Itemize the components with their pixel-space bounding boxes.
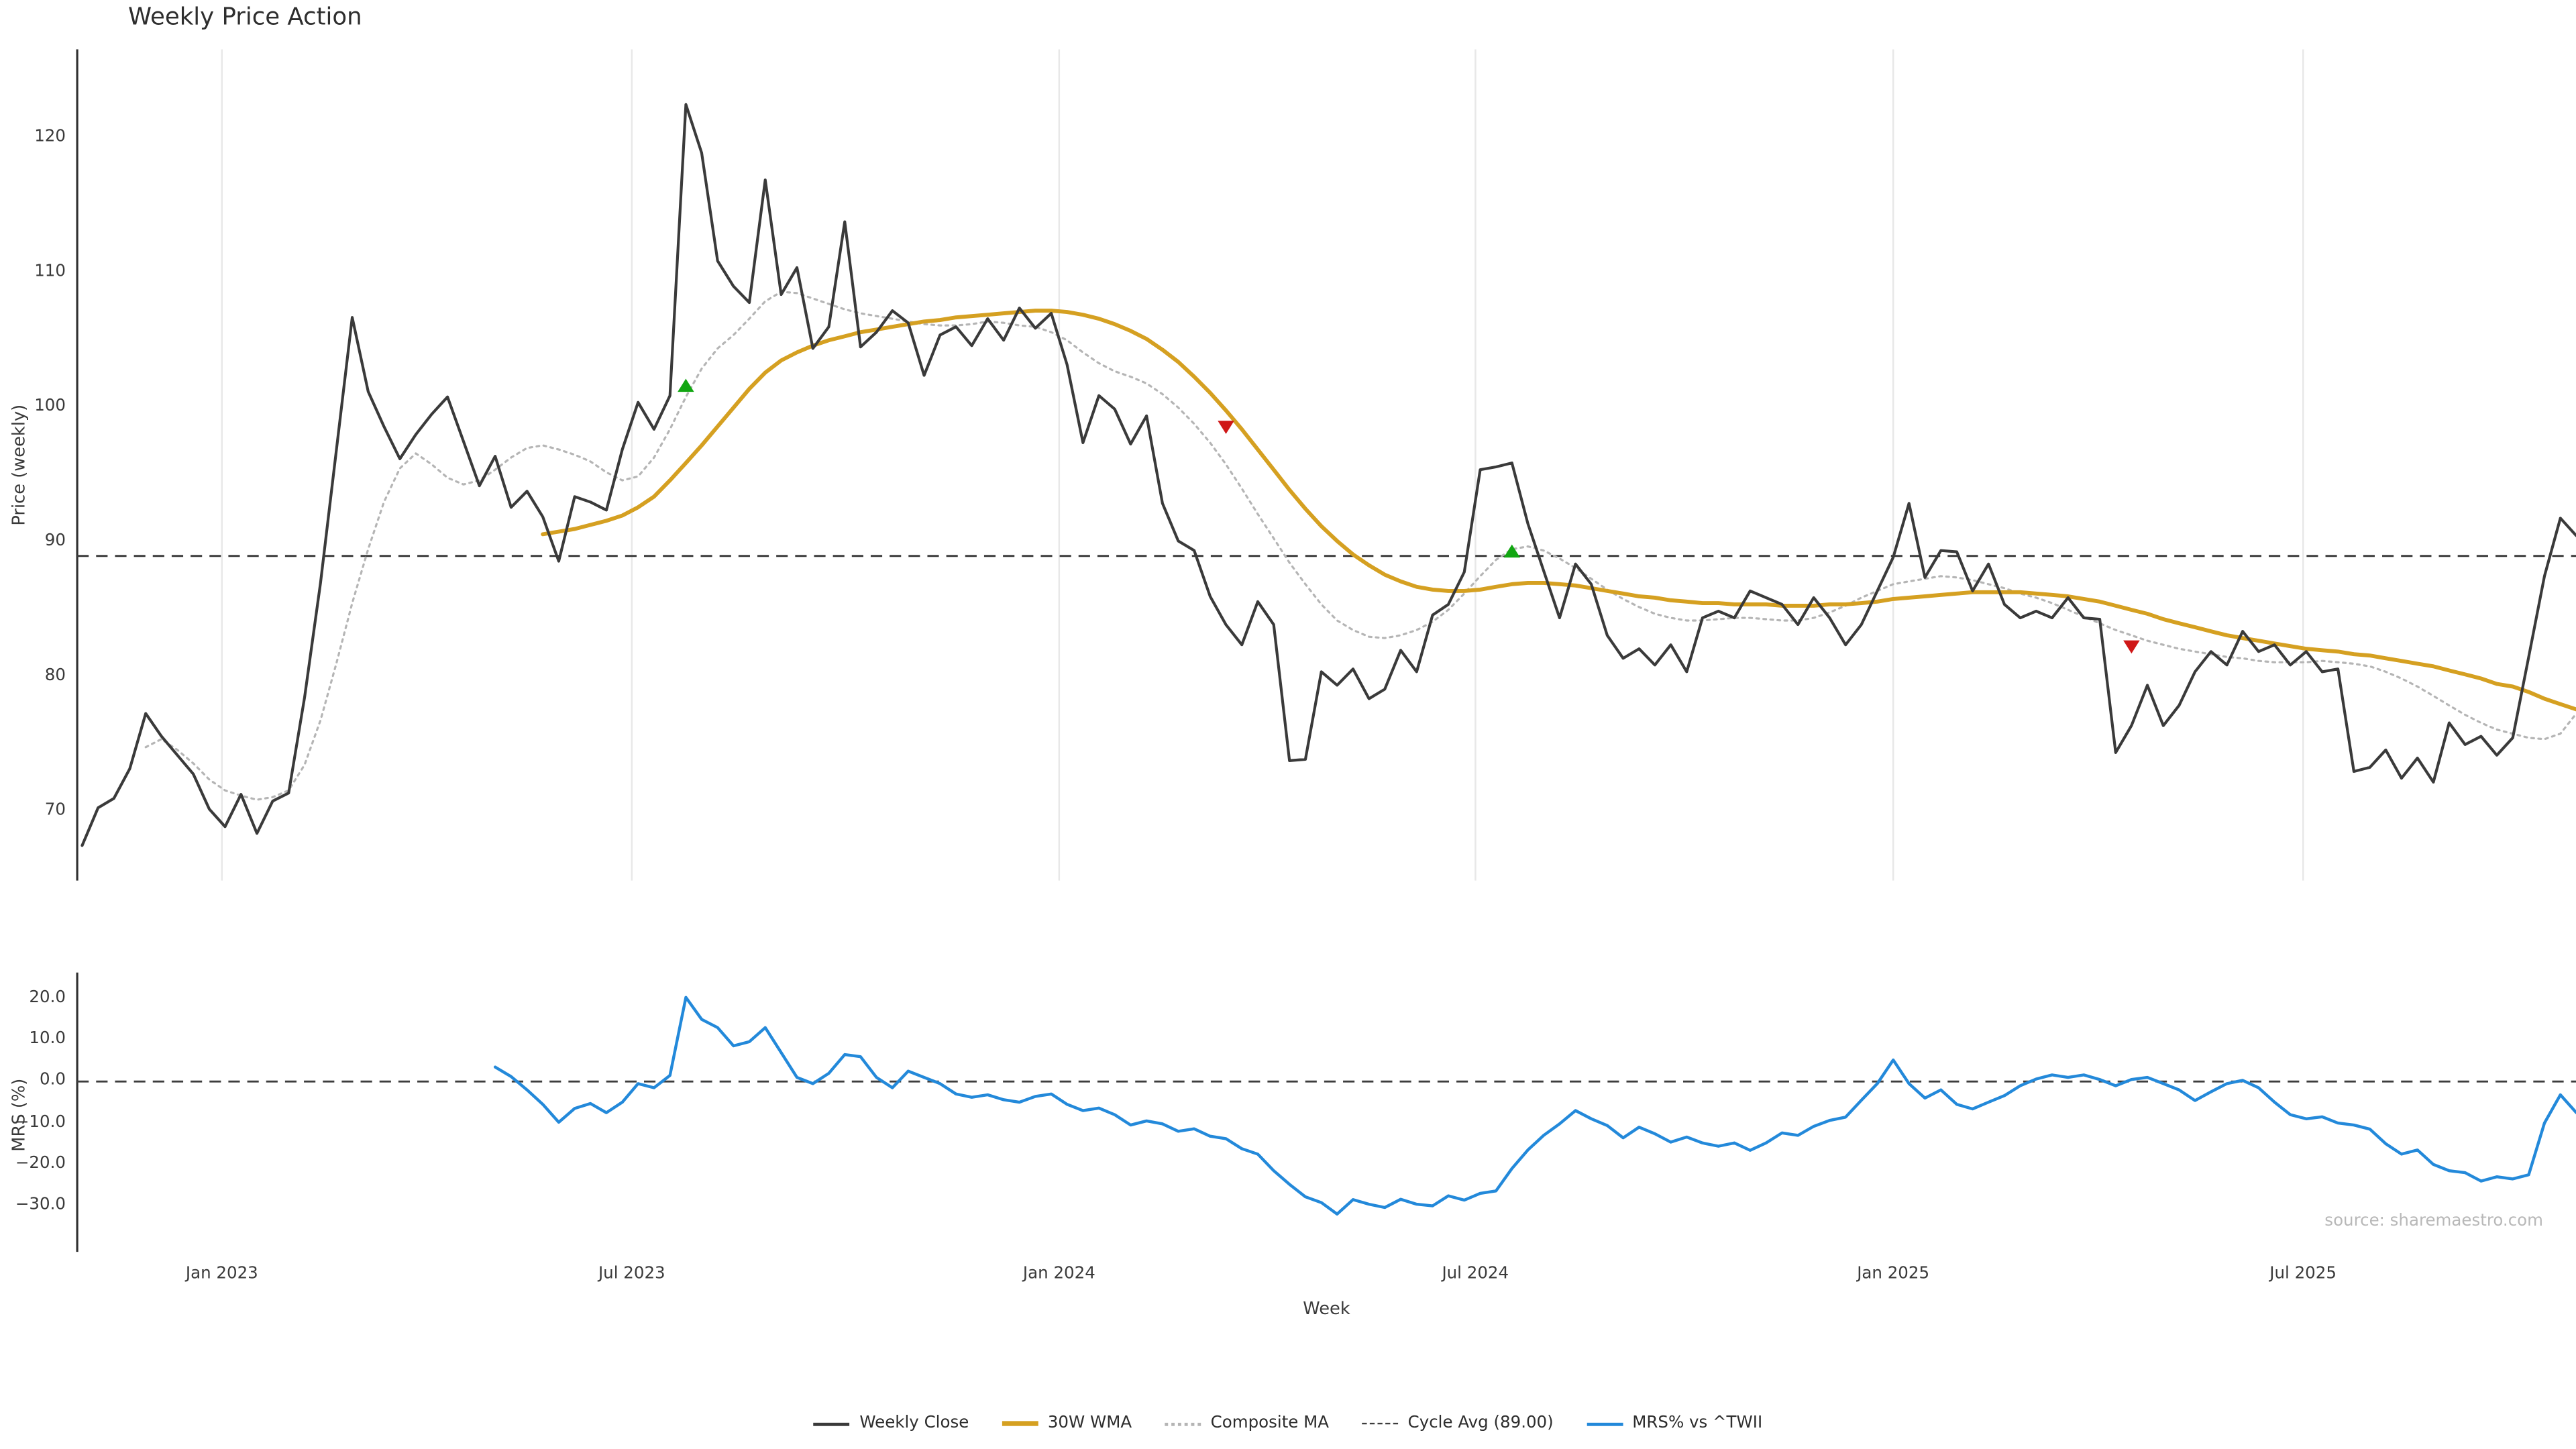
mrs-ytick-label: −30.0 [15,1195,66,1214]
composite-ma-line-sample [1165,1421,1201,1426]
legend-item-30w-wma: 30W WMA [1002,1415,1132,1433]
source-credit: source: sharemaestro.com [2324,1212,2544,1231]
weekly-close-line-sample [813,1421,850,1426]
legend-label: 30W WMA [1047,1414,1132,1433]
x-tick-label: Jul 2023 [598,1265,665,1283]
price-ytick-label: 100 [34,397,66,416]
price-ytick-label: 70 [44,802,66,820]
mrs-ytick-label: 10.0 [29,1030,66,1049]
x-tick-label: Jan 2024 [1022,1265,1095,1283]
composite-line [144,290,2576,801]
legend-item-composite-ma: Composite MA [1165,1415,1329,1433]
cycle-avg-line-sample [1362,1422,1398,1425]
legend-item-weekly-close: Weekly Close [813,1414,969,1433]
price-ytick-label: 120 [34,128,66,147]
mrs-ytick-label: −10.0 [15,1113,66,1132]
mrs-line-sample [1586,1421,1623,1426]
price-ytick-label: 80 [44,667,66,686]
legend: Weekly Close 30W WMA Composite MA Cycle … [0,1415,2576,1433]
x-tick-label: Jan 2023 [185,1265,258,1283]
sell-signal-marker [2123,640,2140,654]
mrs-ytick-label: 0.0 [40,1071,66,1090]
legend-label: Cycle Avg (89.00) [1407,1414,1554,1433]
close-line [80,103,2576,847]
legend-label: MRS% vs ^TWII [1632,1414,1763,1433]
price-ytick-label: 110 [34,263,66,282]
mrs-ytick-label: 20.0 [29,988,66,1007]
buy-signal-marker [678,378,694,392]
price-axis-label: Price (weekly) [9,404,30,526]
mrs-line [493,996,2576,1216]
mrs-ytick-label: −20.0 [15,1155,66,1173]
x-tick-label: Jul 2024 [1442,1265,1509,1283]
legend-label: Composite MA [1210,1414,1330,1433]
price-ytick-label: 90 [44,532,66,551]
chart-title: Weekly Price Action [128,5,362,32]
x-tick-label: Jan 2025 [1857,1265,1930,1283]
x-tick-label: Jul 2025 [2269,1265,2337,1283]
legend-item-cycle-avg: Cycle Avg (89.00) [1362,1415,1554,1433]
legend-item-mrs: MRS% vs ^TWII [1586,1414,1763,1433]
wma-line [541,309,2576,712]
x-axis-label: Week [1303,1299,1350,1320]
wma-line-sample [1002,1421,1038,1426]
buy-signal-marker [1503,544,1521,558]
sell-signal-marker [1218,421,1234,434]
legend-label: Weekly Close [859,1414,969,1433]
